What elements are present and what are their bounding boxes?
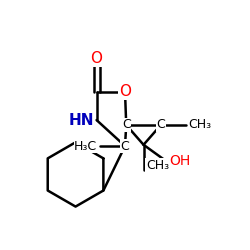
Text: C: C [156, 118, 165, 132]
Text: HN: HN [68, 112, 94, 128]
Text: O: O [119, 84, 131, 99]
Text: CH₃: CH₃ [146, 159, 169, 172]
Text: O: O [90, 51, 102, 66]
Text: H₃C: H₃C [74, 140, 97, 152]
Text: C: C [122, 118, 130, 132]
Text: CH₃: CH₃ [188, 118, 212, 132]
Text: OH: OH [170, 154, 191, 168]
Text: C: C [120, 140, 130, 152]
